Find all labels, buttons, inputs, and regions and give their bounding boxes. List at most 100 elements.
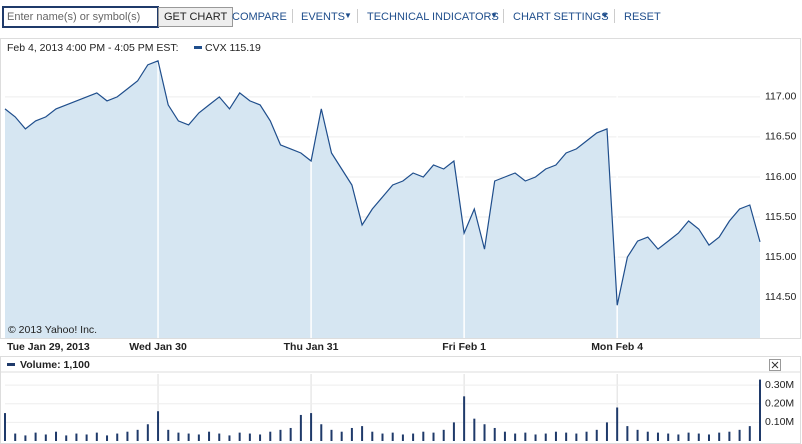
volume-bar [728,431,731,441]
volume-bar [544,433,547,441]
events-menu[interactable]: EVENTS [301,11,346,23]
volume-bar [177,432,180,441]
volume-bar [381,433,384,441]
volume-bar [299,414,302,441]
volume-bar [106,435,109,441]
volume-bar [4,413,6,441]
volume-bar [442,429,445,441]
volume-bar [126,431,129,441]
price-area [5,60,760,339]
x-tick-label: Thu Jan 31 [284,341,339,353]
close-button[interactable] [769,359,781,371]
volume-bar [248,433,251,441]
volume-bar [279,429,282,441]
separator [503,9,504,23]
volume-bar [412,433,415,441]
chart-header: Feb 4, 2013 4:00 PM - 4:05 PM EST: [7,42,179,54]
volume-bar [565,432,568,441]
volume-bar [350,427,353,441]
volume-bar [626,426,629,441]
get-chart-button[interactable]: GET CHART [158,7,234,27]
legend-swatch [7,363,15,366]
x-tick-label: Tue Jan 29, 2013 [7,341,90,353]
y-tick-label: 0.10M [765,416,794,428]
x-tick-label: Fri Feb 1 [442,341,486,353]
toolbar: Enter name(s) or symbol(s) GET CHART COM… [0,0,802,34]
volume-bar [289,427,292,441]
dropdown-arrow: ▼ [344,11,352,20]
volume-bar [483,424,486,441]
legend-label: CVX 115.19 [205,42,261,54]
volume-bar [259,434,262,441]
volume-bar [361,426,364,441]
volume-bar [493,427,496,441]
volume-bar [585,431,588,441]
volume-bar [228,435,231,441]
volume-bar [310,413,313,441]
volume-bar [687,432,690,441]
volume-bar [55,431,58,441]
y-tick-label: 0.30M [765,379,794,391]
volume-bar [697,433,700,441]
volume-bar [534,434,537,441]
chart-settings-menu[interactable]: CHART SETTINGS [513,11,609,23]
volume-bar [636,429,639,441]
separator [614,9,615,23]
volume-bar [401,434,404,441]
volume-bar [65,435,68,441]
separator [292,9,293,23]
volume-bar [575,433,578,441]
y-tick-label: 115.00 [765,251,796,263]
volume-bar [463,396,466,441]
legend-label: Volume: 1,100 [20,359,90,371]
volume-bar [146,424,149,441]
x-tick-label: Wed Jan 30 [129,341,187,353]
y-tick-label: 0.20M [765,398,794,410]
volume-bar [75,433,78,441]
volume-bar [208,431,211,441]
dropdown-arrow: ▼ [601,11,609,20]
volume-bar [605,422,608,441]
compare-link[interactable]: COMPARE [232,11,287,23]
volume-bar [759,379,761,441]
dropdown-arrow: ▼ [490,11,498,20]
volume-bar [422,431,425,441]
volume-bar [473,418,476,441]
volume-bar [167,429,170,441]
y-tick-label: 116.50 [765,131,796,143]
x-tick-label: Mon Feb 4 [591,341,643,353]
volume-bar [197,434,200,441]
volume-bar [95,432,98,441]
y-tick-label: 117.00 [765,91,796,103]
volume-bar [524,432,527,441]
y-tick-label: 116.00 [765,171,796,183]
volume-bar [34,432,37,441]
volume-bar [371,431,374,441]
volume-bar [738,429,741,441]
volume-bar [218,433,221,441]
technical-indicators-menu[interactable]: TECHNICAL INDICATORS [367,11,499,23]
volume-bar [85,434,88,441]
volume-bar [616,407,619,441]
volume-bar [14,433,17,441]
reset-link[interactable]: RESET [624,11,661,23]
volume-bar [452,422,455,441]
volume-bar [269,431,272,441]
volume-bar [432,432,435,441]
volume-bar [646,431,649,441]
y-tick-label: 114.50 [765,291,796,303]
volume-bar [340,431,343,441]
volume-bar [44,434,47,441]
volume-bar [514,433,517,441]
volume-bar [136,429,139,441]
volume-bar [157,411,160,441]
volume-bar [718,432,721,441]
price-line [4,59,761,306]
volume-bar [320,424,323,441]
volume-bar [391,432,394,441]
volume-bar [187,433,190,441]
volume-bar [656,432,659,441]
volume-bar [667,433,670,441]
